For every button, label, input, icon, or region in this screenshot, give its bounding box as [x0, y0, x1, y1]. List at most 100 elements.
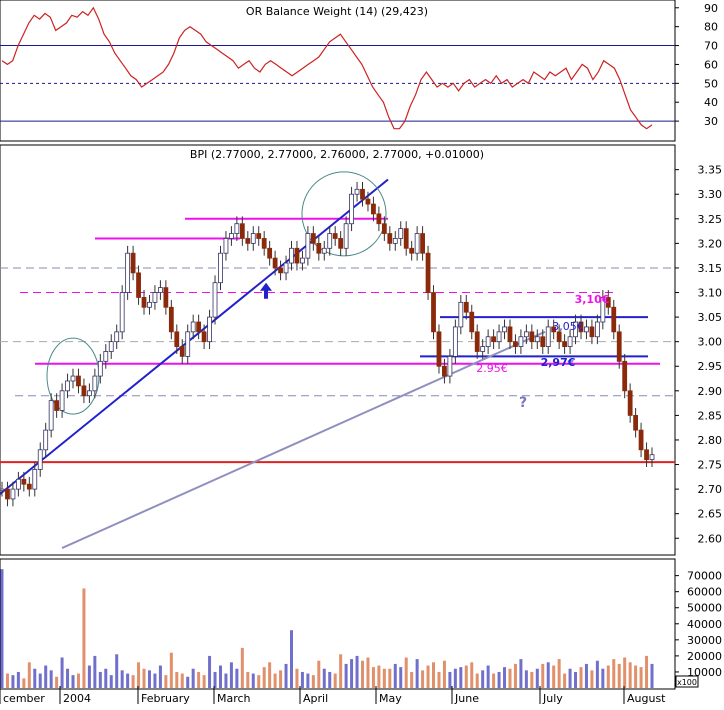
price-tick-label: 3.10: [698, 287, 723, 300]
volume-bar: [437, 671, 441, 688]
volume-bar: [464, 665, 468, 688]
volume-bar: [322, 668, 326, 688]
volume-bar: [568, 668, 572, 688]
rsi-tick-label: 40: [704, 96, 718, 109]
x-axis-label: cember: [3, 692, 45, 705]
volume-bar: [377, 665, 381, 688]
candle-body: [649, 454, 655, 461]
volume-bar: [180, 673, 184, 688]
x-axis-label: February: [141, 692, 190, 705]
volume-bar: [617, 663, 621, 688]
volume-bar: [388, 668, 392, 688]
candle-body: [545, 326, 551, 347]
volume-bar: [33, 668, 37, 688]
rsi-tick-label: 30: [704, 115, 718, 128]
candle-body: [600, 297, 606, 323]
volume-bar: [421, 670, 425, 688]
volume-tick-label: 40000: [687, 618, 722, 631]
x-axis-label: 2004: [63, 692, 91, 705]
volume-bar: [574, 671, 578, 688]
candle-body: [81, 385, 87, 397]
volume-bar: [492, 673, 496, 688]
volume-bar: [317, 660, 321, 688]
candle-body: [114, 331, 120, 343]
volume-bar: [410, 671, 414, 688]
volume-bar: [153, 673, 157, 688]
candle-body: [513, 341, 518, 347]
candle-body: [633, 414, 639, 431]
rsi-tick-label: 70: [704, 40, 718, 53]
volume-bar: [11, 675, 15, 688]
volume-unit-label: x100: [677, 678, 697, 687]
candle-body: [201, 331, 207, 343]
candle-body: [594, 321, 600, 338]
candle-body: [32, 469, 38, 490]
candle-body: [310, 233, 316, 244]
volume-bar: [486, 665, 490, 688]
volume-bar: [563, 673, 567, 688]
candle-body: [436, 331, 442, 367]
price-tick-label: 3.30: [698, 188, 723, 201]
candle-body: [360, 188, 365, 200]
candle-body: [37, 449, 43, 470]
volume-bar: [49, 670, 53, 688]
volume-bar: [55, 676, 59, 688]
candle-body: [130, 252, 136, 274]
volume-bar: [595, 660, 599, 688]
volume-bar: [475, 673, 479, 688]
x-axis-label: August: [627, 692, 666, 705]
volume-bar: [339, 654, 343, 688]
candle-body: [616, 331, 622, 362]
volume-bar: [109, 675, 113, 688]
volume-bar: [399, 667, 403, 688]
volume-bar: [333, 673, 337, 688]
volume-bar: [503, 667, 507, 688]
candle-body: [272, 257, 278, 269]
volume-bar: [448, 671, 452, 688]
rsi-tick-label: 50: [704, 77, 718, 90]
volume-bar: [524, 670, 528, 688]
volume-bar: [508, 668, 512, 688]
volume-bar: [93, 655, 97, 688]
volume-bar: [5, 673, 9, 688]
candle-body: [59, 390, 65, 411]
volume-bar: [262, 667, 266, 688]
candle-body: [190, 321, 196, 333]
x-axis-label: June: [454, 692, 479, 705]
candle-body: [638, 429, 644, 451]
price-tick-label: 2.70: [698, 483, 723, 496]
candle-body: [147, 301, 152, 308]
candle-body: [365, 198, 371, 205]
candle-body: [196, 321, 202, 333]
volume-bar: [71, 675, 75, 688]
volume-bar: [104, 668, 108, 688]
x-axis-label: April: [303, 692, 328, 705]
volume-bar: [355, 655, 359, 688]
rsi-tick-label: 90: [704, 2, 718, 15]
volume-bar: [426, 665, 430, 688]
volume-bar: [459, 667, 463, 688]
price-tick-label: 3.05: [698, 311, 723, 324]
candle-body: [327, 233, 333, 249]
candle-body: [529, 331, 535, 343]
volume-bar: [404, 657, 408, 688]
candle-body: [54, 400, 60, 411]
volume-layer: [0, 569, 654, 688]
candle-body: [502, 326, 507, 333]
volume-bar: [115, 654, 119, 688]
candle-body: [250, 233, 256, 244]
volume-bar: [38, 673, 42, 688]
candle-body: [103, 351, 109, 362]
annotation-310: 3,10€: [575, 293, 610, 306]
candle-body: [447, 356, 453, 377]
volume-bar: [432, 662, 436, 688]
volume-bar: [639, 667, 643, 688]
candle-body: [163, 287, 169, 308]
candle-body: [507, 326, 513, 343]
volume-bar: [158, 665, 162, 688]
volume-bar: [606, 665, 610, 688]
candle-body: [523, 331, 529, 338]
price-tick-label: 3.00: [698, 336, 723, 349]
candle-body: [267, 247, 273, 259]
